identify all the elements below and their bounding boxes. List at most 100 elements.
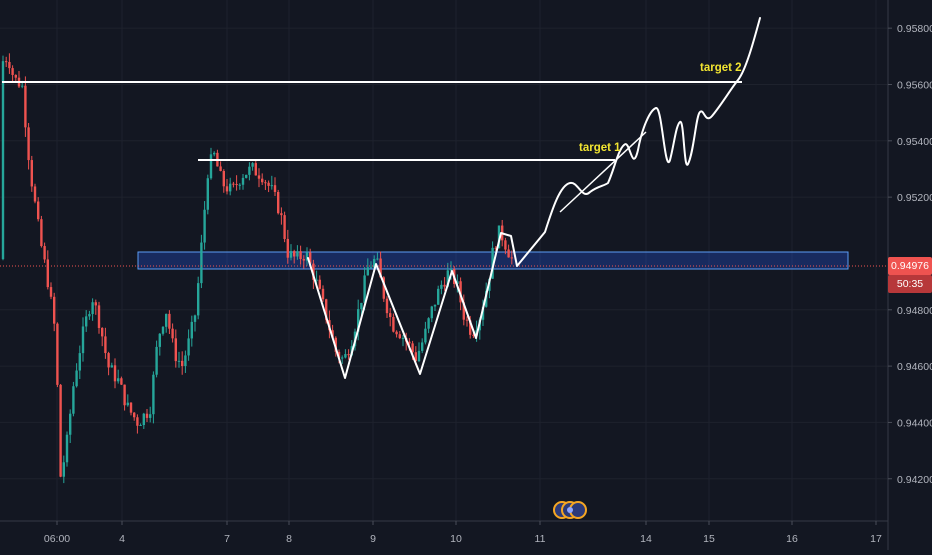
candle-body bbox=[347, 354, 350, 356]
candle-body bbox=[504, 240, 507, 250]
candle-body bbox=[5, 61, 8, 63]
candle-body bbox=[443, 284, 446, 287]
time-axis-label: 17 bbox=[870, 533, 882, 545]
candle-body bbox=[472, 334, 475, 336]
candle-body bbox=[177, 360, 181, 362]
candle-body bbox=[190, 321, 193, 339]
candle-body bbox=[91, 302, 94, 315]
candle-body bbox=[491, 247, 494, 279]
candle-body bbox=[78, 353, 81, 371]
candle-body bbox=[117, 378, 120, 382]
candle-body bbox=[280, 213, 283, 216]
candle-body bbox=[110, 365, 113, 368]
candle-body bbox=[49, 287, 53, 297]
candle-body bbox=[40, 219, 43, 247]
candle-body bbox=[24, 85, 27, 128]
candle-body bbox=[193, 315, 197, 322]
candle-body bbox=[401, 337, 405, 339]
candle-body bbox=[440, 284, 443, 289]
candle-body bbox=[408, 341, 411, 344]
candle-body bbox=[456, 281, 459, 284]
candle-body bbox=[120, 378, 123, 385]
candle-body bbox=[245, 174, 248, 178]
time-axis-label: 14 bbox=[640, 533, 652, 545]
candle-body bbox=[459, 281, 462, 303]
candle-body bbox=[181, 360, 184, 367]
candle-body bbox=[238, 184, 241, 186]
time-axis-label: 11 bbox=[535, 533, 546, 545]
price-axis-label: 0.95200 bbox=[897, 192, 932, 204]
candle-body bbox=[270, 185, 273, 187]
candle-body bbox=[161, 326, 165, 334]
candle-body bbox=[97, 305, 101, 328]
candle-body bbox=[8, 61, 11, 69]
candle-body bbox=[414, 352, 417, 362]
candle-body bbox=[1, 61, 5, 260]
candle-body bbox=[107, 353, 110, 368]
pattern-drawing[interactable] bbox=[307, 17, 761, 379]
candle-body bbox=[267, 182, 270, 186]
candle-body bbox=[289, 251, 293, 258]
candle-body bbox=[398, 334, 401, 339]
candle-body bbox=[273, 185, 277, 192]
candle-body bbox=[168, 313, 171, 329]
pattern-drawing-extension[interactable] bbox=[559, 131, 647, 213]
candle-body bbox=[37, 201, 40, 220]
candle-body bbox=[325, 299, 328, 321]
price-axis-label: 0.94600 bbox=[897, 361, 932, 373]
candle-body bbox=[481, 306, 485, 320]
candle-body bbox=[206, 178, 209, 210]
time-axis-label: 7 bbox=[224, 533, 230, 545]
candle-body bbox=[251, 163, 254, 167]
time-axis[interactable]: 06:00 4 7 8 9 10 11 14 15 16 17 bbox=[44, 521, 882, 545]
candle-body bbox=[373, 258, 376, 268]
candle-body bbox=[433, 304, 437, 307]
candle-body bbox=[229, 183, 232, 192]
candle-body bbox=[139, 425, 142, 427]
time-axis-label: 10 bbox=[450, 533, 462, 545]
candle-body bbox=[497, 225, 501, 249]
economic-events-icon[interactable] bbox=[553, 499, 587, 521]
candle-body bbox=[312, 263, 315, 280]
candle-body bbox=[222, 171, 225, 187]
time-axis-label: 9 bbox=[370, 533, 376, 545]
candle-body bbox=[171, 328, 174, 339]
candle-body bbox=[142, 413, 145, 426]
candle-body bbox=[417, 350, 421, 362]
candle-body bbox=[360, 302, 363, 310]
candle-body bbox=[382, 277, 385, 299]
candle-body bbox=[277, 191, 280, 214]
candle-body bbox=[152, 374, 155, 415]
price-axis[interactable]: 0.95800 0.95600 0.95400 0.95200 0.94800 0.946… bbox=[888, 23, 932, 486]
bar-countdown-tag: 50:35 bbox=[888, 275, 932, 293]
last-price-tag: 0.94976 bbox=[888, 257, 932, 275]
candle-body bbox=[174, 338, 177, 362]
candle-body bbox=[395, 331, 398, 335]
candle-body bbox=[209, 154, 213, 179]
price-axis-label: 0.94400 bbox=[897, 417, 932, 429]
candle-body bbox=[299, 251, 302, 260]
candle-body bbox=[94, 302, 97, 306]
candle-body bbox=[427, 318, 430, 329]
candle-body bbox=[507, 249, 510, 258]
target-1-label: target 1 bbox=[579, 142, 621, 154]
candle-body bbox=[510, 257, 513, 259]
candle-body bbox=[225, 186, 229, 192]
time-axis-label: 8 bbox=[286, 533, 292, 545]
candle-body bbox=[101, 327, 104, 337]
time-axis-label: 06:00 bbox=[44, 533, 70, 545]
candle-body bbox=[43, 246, 46, 260]
candle-body bbox=[113, 365, 117, 382]
price-axis-label: 0.94200 bbox=[897, 474, 932, 486]
candle-body bbox=[341, 357, 344, 359]
candle-body bbox=[69, 413, 72, 435]
candle-body bbox=[261, 178, 264, 183]
candle-body bbox=[129, 402, 133, 413]
candle-body bbox=[219, 166, 222, 172]
candle-body bbox=[469, 320, 472, 335]
candle-body bbox=[309, 252, 312, 264]
candle-body bbox=[366, 267, 369, 276]
candle-body bbox=[65, 434, 69, 463]
